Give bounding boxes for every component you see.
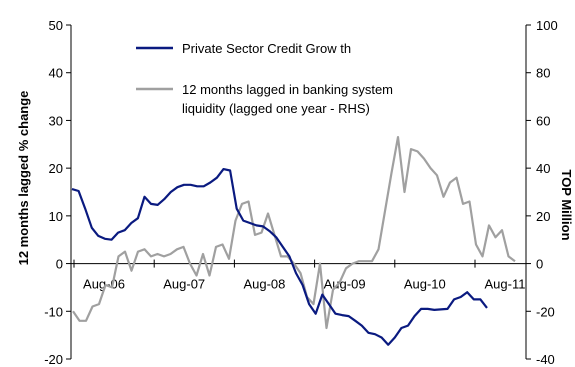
left-tick-label: -10 [44, 304, 63, 319]
series-liquidity-line [72, 136, 516, 330]
right-tick-label: 60 [536, 113, 550, 128]
x-axis: Aug-06 Aug-07 Aug-08 Aug-09 Aug-10 Aug-11 [71, 259, 526, 292]
series-lines [71, 136, 516, 346]
left-tick-label: 0 [56, 257, 63, 272]
right-tick-label: -40 [536, 352, 555, 367]
x-tick-label: Aug-09 [324, 277, 366, 292]
right-tick-label: 0 [536, 257, 543, 272]
left-tick-label: -20 [44, 352, 63, 367]
legend-label-credit: Private Sector Credit Grow th [182, 41, 351, 56]
left-tick-label: 40 [49, 66, 63, 81]
y-axis-title: 12 months lagged % change [16, 91, 31, 266]
y2-axis-title: TOP Million [559, 169, 574, 240]
x-tick-label: Aug-08 [243, 277, 285, 292]
right-tick-label: -20 [536, 304, 555, 319]
legend-label-liquidity-line: 12 months lagged in banking system [182, 82, 393, 97]
left-tick-label: 30 [49, 113, 63, 128]
x-tick-label: Aug-11 [485, 277, 526, 292]
series-credit-growth-line [71, 168, 488, 346]
x-tick-label: Aug-07 [163, 277, 205, 292]
x-tick-label: Aug-10 [404, 277, 446, 292]
right-tick-label: 80 [536, 66, 550, 81]
legend-label-liquidity: 12 months lagged in banking system liquid… [182, 82, 393, 116]
right-tick-label: 20 [536, 209, 550, 224]
left-tick-label: 10 [49, 209, 63, 224]
right-tick-label: 100 [536, 18, 558, 33]
left-tick-label: 50 [49, 18, 63, 33]
legend: Private Sector Credit Grow th 12 months … [136, 41, 393, 116]
left-tick-label: 20 [49, 161, 63, 176]
legend-label-liquidity-line: liquidity (lagged one year - RHS) [182, 101, 370, 116]
right-tick-label: 40 [536, 161, 550, 176]
left-axis: 50 40 30 20 10 0 -10 -20 [44, 18, 72, 367]
right-axis: 100 80 60 40 20 0 -20 -40 [525, 18, 558, 367]
